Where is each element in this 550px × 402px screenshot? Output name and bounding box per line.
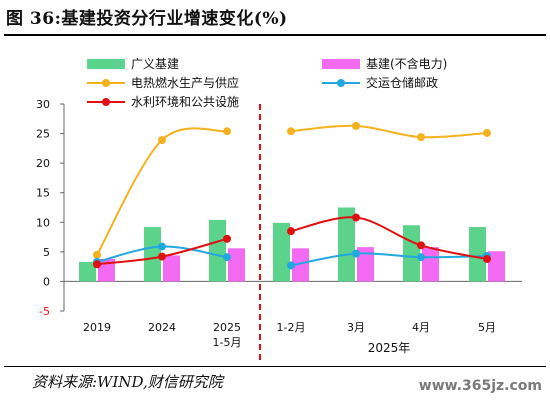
point-transport (417, 253, 425, 262)
bar-infrastructure-ex-power (422, 247, 439, 282)
x-tick-label: 2025 (213, 321, 241, 334)
line-water-environment (290, 216, 488, 260)
bar-broad-infrastructure (209, 219, 226, 282)
legend-marker (102, 79, 110, 87)
y-tick-label: 30 (36, 98, 50, 111)
point-transport (287, 261, 295, 270)
point-transport (352, 249, 360, 258)
legend-label: 交运仓储邮政 (366, 75, 438, 90)
legend-label: 基建(不含电力) (366, 56, 447, 71)
x-tick-label: 4月 (412, 321, 430, 334)
bar-broad-infrastructure (144, 227, 161, 282)
source-note: 资料来源:WIND,财信研究院 (32, 373, 223, 391)
x-tick-label: 1-2月 (277, 321, 306, 334)
y-tick-label: 0 (43, 275, 50, 288)
bar-infrastructure-ex-power (228, 248, 245, 282)
y-tick-label: 5 (43, 246, 50, 259)
x-group-label: 2025年 (368, 341, 411, 355)
point-water-environment (352, 213, 360, 222)
bar-broad-infrastructure (469, 227, 486, 282)
point-utilities (93, 250, 101, 259)
y-tick-label: 10 (36, 216, 50, 229)
x-tick-label: 5月 (478, 321, 496, 334)
legend-label: 广义基建 (131, 57, 179, 71)
line-utilities (96, 127, 228, 256)
bar-broad-infrastructure (79, 261, 96, 282)
bar-broad-infrastructure (403, 225, 420, 282)
point-utilities (287, 127, 295, 136)
y-tick-label: 20 (36, 157, 50, 170)
y-tick-label: -5 (39, 305, 50, 318)
series-lines (93, 121, 491, 270)
chart-title: 图 36:基建投资分行业增速变化(%) (6, 9, 288, 29)
point-water-environment (287, 227, 295, 236)
x-tick-label: 3月 (347, 321, 365, 334)
bar-infrastructure-ex-power (357, 247, 374, 282)
bar-infrastructure-ex-power (163, 255, 180, 282)
point-water-environment (158, 252, 166, 261)
point-water-environment (223, 234, 231, 243)
legend-swatch (87, 59, 125, 69)
bar-broad-infrastructure (338, 207, 355, 282)
footer-rule (4, 366, 546, 367)
bar-broad-infrastructure (273, 222, 290, 282)
x-tick-label: 2019 (83, 321, 111, 334)
x-tick-sublabel: 1-5月 (213, 336, 242, 349)
legend-label: 水利环境和公共设施 (131, 94, 239, 109)
bar-infrastructure-ex-power (488, 251, 505, 282)
point-utilities (417, 133, 425, 142)
point-utilities (223, 127, 231, 136)
y-tick-label: 15 (36, 187, 50, 200)
legend-label: 电热燃水生产与供应 (131, 75, 239, 90)
point-water-environment (417, 241, 425, 250)
legend-marker (337, 79, 345, 87)
line-utilities (290, 124, 488, 139)
legend-swatch (322, 59, 360, 69)
title-rule (4, 34, 546, 36)
point-utilities (483, 128, 491, 137)
bar-infrastructure-ex-power (292, 248, 309, 282)
point-transport (158, 242, 166, 251)
point-utilities (158, 136, 166, 145)
point-water-environment (483, 254, 491, 263)
watermark: www.365jz.com (418, 378, 542, 394)
x-tick-label: 2024 (148, 321, 176, 334)
y-tick-label: 25 (36, 128, 50, 141)
point-transport (223, 253, 231, 262)
bars (79, 207, 505, 282)
legend-marker (102, 98, 110, 106)
point-water-environment (93, 260, 101, 269)
line-transport (290, 252, 488, 267)
point-utilities (352, 121, 360, 130)
